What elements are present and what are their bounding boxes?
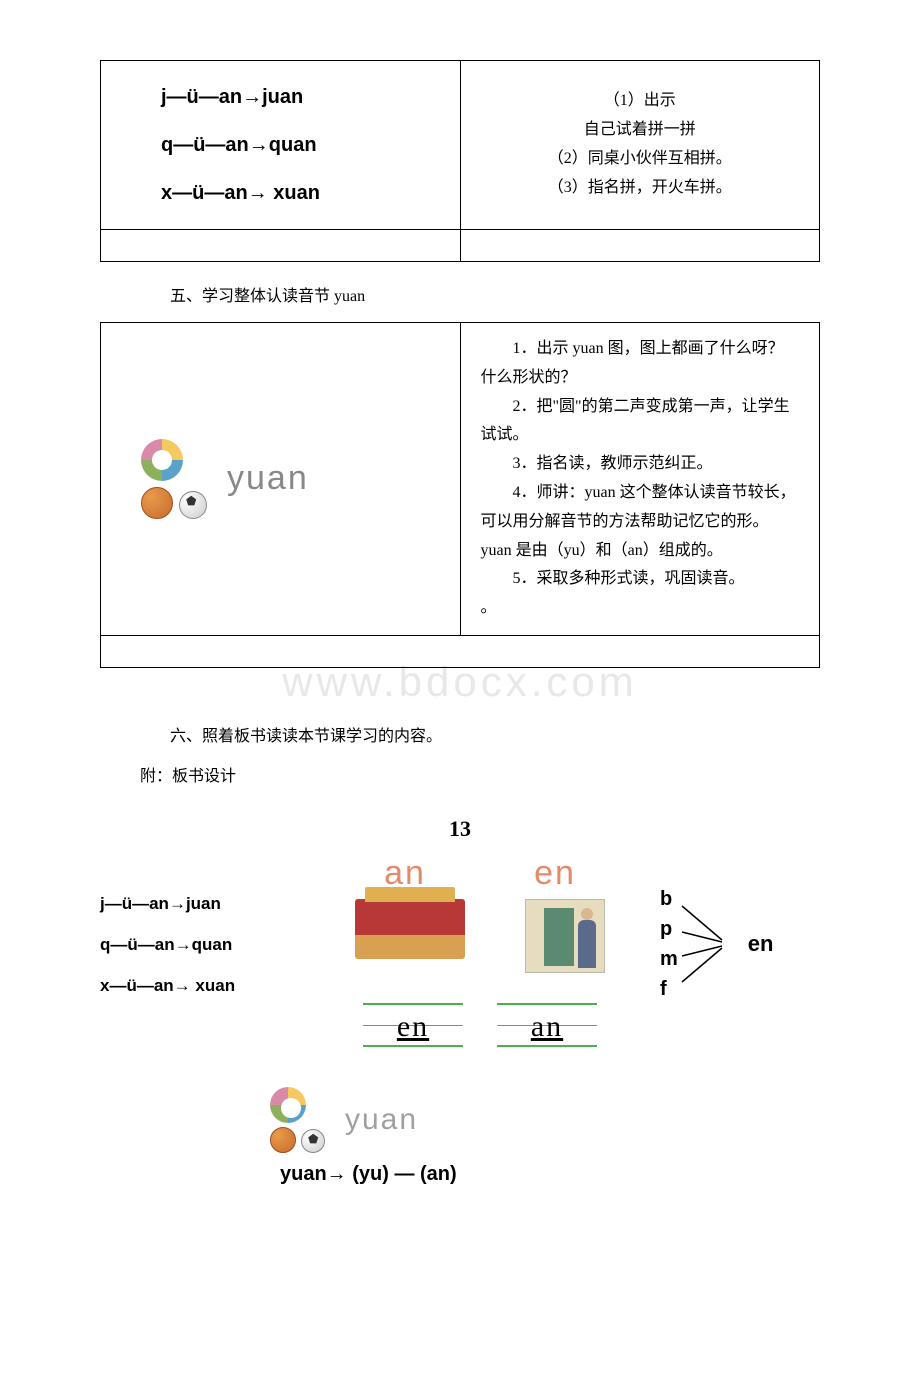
letter-f: f: [660, 974, 678, 1004]
write-en-cell: en: [363, 1003, 463, 1047]
formula-juan: j—ü—an→juan: [121, 73, 440, 121]
page-root: j—ü—an→juan q—ü—an→quan x—ü—an→ xuan （1）…: [0, 0, 920, 1396]
door-scene-icon: [525, 899, 605, 973]
board-left-formulas: j—ü—an→juan q—ü—an→quan x—ü—an→ xuan: [100, 854, 300, 1006]
soccer-icon: [179, 491, 207, 519]
yuan-p3: 3．指名读，教师示范纠正。: [481, 450, 800, 479]
yuan-breakdown: yuan→ (yu) — (an): [280, 1163, 820, 1186]
table-juan-quan-xuan: j—ü—an→juan q—ü—an→quan x—ü—an→ xuan （1）…: [100, 60, 820, 262]
formula-xuan: x—ü—an→ xuan: [121, 169, 440, 217]
table-yuan: yuan 1．出示 yuan 图，图上都画了什么呀？什么形状的？ 2．把"圆"的…: [100, 322, 820, 668]
pinyin-formulas-cell: j—ü—an→juan q—ü—an→quan x—ü—an→ xuan: [101, 61, 461, 230]
letter-m: m: [660, 944, 678, 974]
write-an: an: [531, 1010, 563, 1043]
yuan-image-cell: yuan: [101, 323, 461, 636]
writing-lines: en an: [330, 1003, 630, 1047]
board-right-bpmf: b p m f en: [660, 854, 820, 1004]
yuan-p4: 4．师讲：yuan 这个整体认读音节较长，可以用分解音节的方法帮助记忆它的形。y…: [481, 479, 800, 565]
empty-cell-left: [101, 230, 461, 262]
letter-p: p: [660, 914, 678, 944]
board-soccer-icon: [301, 1129, 325, 1153]
yuan-explanation-cell: 1．出示 yuan 图，图上都画了什么呀？什么形状的？ 2．把"圆"的第二声变成…: [460, 323, 820, 636]
fan-lines-icon: [678, 894, 742, 994]
yuan-p5b: 。: [481, 594, 800, 623]
instructions-cell: （1）出示 自己试着拼一拼 （2）同桌小伙伴互相拼。 （3）指名拼，开火车拼。: [460, 61, 820, 230]
board-design: 13 j—ü—an→juan q—ü—an→quan x—ü—an→ xuan …: [100, 816, 820, 1356]
empty-cell-right: [460, 230, 820, 262]
bpmf-en: en: [748, 931, 774, 957]
letter-b: b: [660, 884, 678, 914]
yuan-p2: 2．把"圆"的第二声变成第一声，让学生试试。: [481, 393, 800, 451]
board-ring-icon: [270, 1087, 306, 1123]
tiananmen-icon: [355, 899, 465, 959]
empty-row: [101, 230, 820, 262]
empty-cell-2: [101, 635, 820, 667]
bpmf-letters: b p m f: [660, 884, 678, 1004]
section-5-heading: 五、学习整体认读音节 yuan: [170, 282, 820, 306]
instr-2: 自己试着拼一拼: [481, 116, 800, 145]
an-en-images: [330, 899, 630, 973]
board-row-1: j—ü—an→juan q—ü—an→quan x—ü—an→ xuan an …: [100, 854, 820, 1047]
formula-quan: q—ü—an→quan: [121, 121, 440, 169]
board-basketball-icon: [270, 1127, 296, 1153]
yuan-p1: 1．出示 yuan 图，图上都画了什么呀？什么形状的？: [481, 335, 800, 393]
ring-icon: [141, 439, 183, 481]
board-formula-juan: j—ü—an→juan: [100, 884, 300, 925]
instr-3: （2）同桌小伙伴互相拼。: [481, 145, 800, 174]
board-formula-quan: q—ü—an→quan: [100, 925, 300, 966]
board-center: an en en an: [330, 854, 630, 1047]
en-label: en: [534, 854, 576, 893]
yuan-illustration: yuan: [121, 439, 440, 519]
write-an-cell: an: [497, 1003, 597, 1047]
board-title: 13: [100, 816, 820, 842]
instr-4: （3）指名拼，开火车拼。: [481, 174, 800, 203]
board-yuan: yuan yuan→ (yu) — (an): [270, 1087, 820, 1186]
write-en: en: [397, 1010, 429, 1043]
yuan-label: yuan: [227, 459, 309, 498]
empty-row-2: [101, 635, 820, 667]
instr-1: （1）出示: [481, 87, 800, 116]
appendix-label: 附：板书设计: [140, 762, 820, 786]
person-icon: [578, 920, 596, 968]
board-formula-xuan: x—ü—an→ xuan: [100, 966, 300, 1007]
section-6-heading: 六、照着板书读读本节课学习的内容。: [170, 722, 820, 746]
board-yuan-illustration: yuan: [270, 1087, 820, 1153]
basketball-icon: [141, 487, 173, 519]
yuan-p5: 5．采取多种形式读，巩固读音。: [481, 565, 800, 594]
board-yuan-label: yuan: [345, 1103, 418, 1137]
